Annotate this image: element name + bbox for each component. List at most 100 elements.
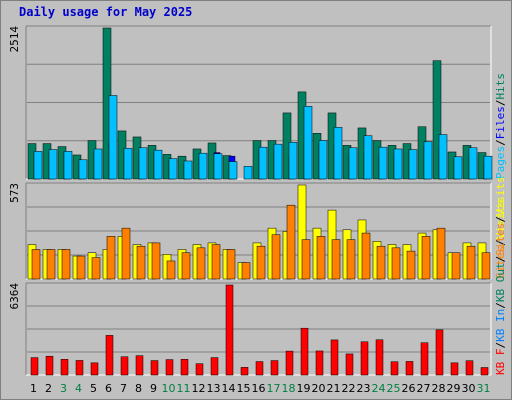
panels-layer [25,25,492,376]
bar-kb-f-day-29 [450,362,459,376]
bar-kb-f-day-14 [225,284,234,376]
bar-pages-day-9 [153,149,163,180]
bar-sites-day-19 [301,239,311,280]
chart-title: Daily usage for May 2025 [19,5,193,19]
legend-item: Visits [494,176,507,216]
bar-pages-day-31 [483,155,493,180]
bar-kb-f-day-7 [120,356,129,376]
day-label-7: 7 [120,382,127,395]
legend-item: / [494,302,507,309]
bar-kb-f-day-9 [150,360,159,376]
day-label-29: 29 [447,382,461,395]
legend-visits-sites: Sites/Visits [494,200,507,280]
day-label-13: 13 [207,382,221,395]
bar-pages-day-29 [453,156,463,180]
bar-sites-day-18 [286,204,296,280]
bar-sites-day-16 [256,245,266,280]
bar-sites-day-17 [271,234,281,280]
day-label-1: 1 [30,382,37,395]
bar-sites-day-11 [181,252,191,280]
legend-hits-files-pages: Pages/Files/Hits [494,73,507,179]
bar-pages-day-28 [438,134,448,180]
bar-pages-day-12 [198,152,208,180]
day-label-24: 24 [372,382,386,395]
bar-kb-f-day-24 [375,339,384,376]
bar-sites-day-8 [136,245,146,280]
bar-kb-f-day-30 [465,360,474,376]
bar-kb-f-day-21 [330,339,339,376]
bar-sites-day-3 [61,249,71,280]
legend-item: KB F [494,349,507,376]
day-label-21: 21 [327,382,341,395]
bar-pages-day-10 [168,158,178,180]
bar-pages-day-27 [423,141,433,180]
legend-item: / [494,239,507,246]
y-max-label: 573 [8,183,21,203]
day-label-30: 30 [462,382,476,395]
day-label-5: 5 [90,382,97,395]
bar-sites-day-21 [331,239,341,280]
legend-item: / [494,256,507,263]
bar-pages-day-22 [348,147,358,180]
day-label-9: 9 [150,382,157,395]
bar-pages-day-15 [243,166,253,180]
day-label-27: 27 [417,382,431,395]
legend-item: KB Out [494,262,507,302]
bar-pages-day-19 [303,106,313,180]
legend-item: / [494,216,507,223]
bar-sites-day-7 [121,227,131,280]
bar-sites-day-27 [421,236,431,280]
day-label-25: 25 [387,382,401,395]
bar-kb-f-day-31 [480,367,489,376]
bar-sites-day-1 [31,249,41,280]
bar-pages-day-7 [123,148,133,180]
bar-pages-day-26 [408,149,418,180]
legend-item: Files [494,106,507,139]
y-max-label: 6364 [8,283,21,310]
day-label-3: 3 [60,382,67,395]
labels-layer: 2514Pages/Files/Hits573Sites/Visits6364K… [8,26,507,395]
bar-pages-day-30 [468,147,478,180]
day-label-23: 23 [357,382,371,395]
bar-sites-day-12 [196,247,206,280]
bar-pages-day-23 [363,135,373,180]
y-max-label: 2514 [8,26,21,53]
day-label-14: 14 [222,382,236,395]
bar-pages-day-18 [288,142,298,180]
bar-sites-day-13 [211,244,221,280]
bar-sites-day-30 [466,245,476,280]
bar-kb-f-day-23 [360,341,369,376]
bar-sites-day-25 [391,247,401,280]
bar-kb-f-day-3 [60,359,69,376]
legend-item: / [494,100,507,107]
day-label-26: 26 [402,382,416,395]
legend-item: Pages [494,146,507,179]
bar-pages-day-17 [273,143,283,180]
legend-item: Sites [494,223,507,256]
bar-pages-day-25 [393,148,403,180]
bar-sites-day-24 [376,245,386,280]
legend-item: Sites [494,246,507,279]
bar-kb-f-day-18 [285,350,294,376]
bar-sites-day-14 [226,249,236,280]
bar-kb-f-day-5 [90,362,99,376]
day-label-20: 20 [312,382,326,395]
bar-sites-day-6 [106,236,116,280]
bar-kb-f-day-15 [240,367,249,376]
day-label-11: 11 [177,382,191,395]
bar-sites-day-29 [451,252,461,280]
bar-pages-day-11 [183,160,193,180]
bar-sites-day-5 [91,257,101,280]
bars-layer [27,27,493,376]
bar-kb-f-day-19 [300,327,309,376]
bar-sites-day-22 [346,239,356,280]
day-label-15: 15 [237,382,251,395]
legend-item: / [494,139,507,146]
bar-sites-day-15 [241,262,251,280]
bar-kb-f-day-25 [390,361,399,376]
day-label-16: 16 [252,382,266,395]
legend-item: / [494,342,507,349]
day-label-18: 18 [282,382,296,395]
